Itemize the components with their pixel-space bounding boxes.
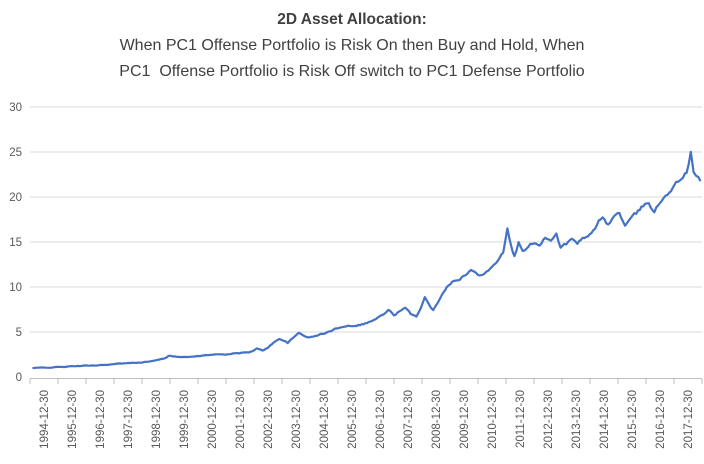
x-tick-label: 2001-12-30: [235, 390, 247, 449]
chart-subtitle-line-2: PC1 Offense Portfolio is Risk Off switch…: [119, 63, 585, 80]
x-tick-label: 2017-12-30: [683, 390, 695, 449]
x-tick-label: 2016-12-30: [655, 390, 667, 449]
x-tick-label: 2005-12-30: [347, 390, 359, 449]
x-tick-label: 2002-12-30: [263, 390, 275, 449]
x-tick-label: 2011-12-30: [515, 390, 527, 448]
x-tick-label: 1997-12-30: [123, 390, 135, 449]
x-tick-label: 2004-12-30: [319, 390, 331, 449]
x-tick-label: 2008-12-30: [431, 390, 443, 449]
gridlines: [30, 106, 702, 333]
y-tick-label: 10: [9, 282, 22, 294]
x-tick-label: 2015-12-30: [627, 390, 639, 449]
x-tick-label: 1998-12-30: [151, 390, 163, 449]
x-axis: [29, 378, 703, 384]
x-tick-label: 1996-12-30: [95, 390, 107, 449]
y-tick-label: 25: [9, 147, 22, 159]
x-tick-label: 1994-12-30: [39, 390, 51, 449]
x-tick-label: 1999-12-30: [179, 390, 191, 449]
y-tick-label: 20: [9, 192, 22, 204]
x-tick-label: 2009-12-30: [459, 390, 471, 449]
x-tick-label: 2012-12-30: [543, 390, 555, 449]
y-tick-label: 15: [9, 237, 22, 249]
x-tick-label: 2013-12-30: [571, 390, 583, 449]
chart-title: 2D Asset Allocation:: [277, 11, 427, 28]
x-tick-label: 2010-12-30: [487, 390, 499, 449]
x-tick-label: 2003-12-30: [291, 390, 303, 449]
y-tick-label: 5: [16, 327, 22, 339]
x-tick-label: 2014-12-30: [599, 390, 611, 449]
y-tick-label: 0: [16, 372, 22, 384]
x-tick-label: 2000-12-30: [207, 390, 219, 449]
x-tick-label: 2006-12-30: [375, 390, 387, 449]
y-axis-tick-labels: 0 5 10 15 20 25 30: [9, 102, 22, 384]
y-tick-label: 30: [9, 102, 22, 114]
chart-title-block: 2D Asset Allocation: When PC1 Offense Po…: [0, 6, 704, 85]
x-axis-tick-labels: 1994-12-30 1995-12-30 1996-12-30 1997-12-30…: [39, 390, 695, 449]
chart-subtitle-line-1: When PC1 Offense Portfolio is Risk On th…: [119, 37, 585, 54]
x-tick-label: 2007-12-30: [403, 390, 415, 449]
portfolio-growth-line: [32, 150, 702, 370]
x-tick-label: 1995-12-30: [67, 390, 79, 449]
